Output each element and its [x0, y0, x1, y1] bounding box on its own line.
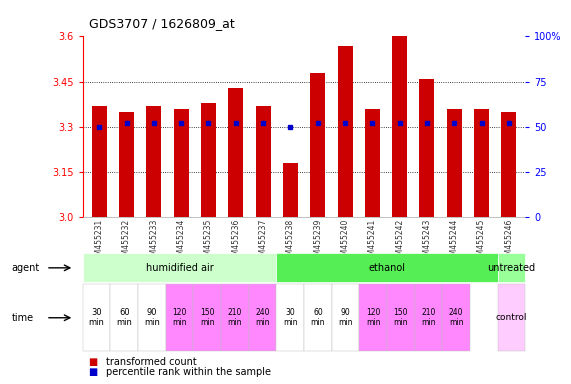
Text: 150
min: 150 min: [200, 308, 215, 328]
Text: time: time: [11, 313, 34, 323]
Bar: [310, 73, 325, 217]
Text: 210
min: 210 min: [421, 308, 436, 328]
Text: 90
min: 90 min: [144, 308, 160, 328]
Text: 120
min: 120 min: [366, 308, 380, 328]
Text: agent: agent: [11, 263, 39, 273]
Text: 30
min: 30 min: [89, 308, 104, 328]
Text: 240
min: 240 min: [449, 308, 464, 328]
Text: percentile rank within the sample: percentile rank within the sample: [106, 367, 271, 377]
Text: ■: ■: [89, 357, 98, 367]
Bar: [420, 79, 435, 217]
Text: 90
min: 90 min: [338, 308, 353, 328]
Text: humidified air: humidified air: [146, 263, 214, 273]
Bar: [501, 112, 516, 217]
Text: untreated: untreated: [488, 263, 536, 273]
Text: GDS3707 / 1626809_at: GDS3707 / 1626809_at: [89, 17, 234, 30]
Text: 240
min: 240 min: [255, 308, 270, 328]
Bar: [474, 109, 489, 217]
Bar: [146, 106, 162, 217]
Bar: [201, 103, 216, 217]
Text: 60
min: 60 min: [116, 308, 132, 328]
Bar: [92, 106, 107, 217]
Bar: [365, 109, 380, 217]
Text: 30
min: 30 min: [283, 308, 297, 328]
Text: ■: ■: [89, 367, 98, 377]
Bar: [256, 106, 271, 217]
Text: transformed count: transformed count: [106, 357, 196, 367]
Text: 60
min: 60 min: [311, 308, 325, 328]
Bar: [283, 163, 298, 217]
Bar: [174, 109, 188, 217]
Text: 210
min: 210 min: [228, 308, 242, 328]
Bar: [337, 46, 352, 217]
Text: ethanol: ethanol: [368, 263, 405, 273]
Text: 120
min: 120 min: [172, 308, 187, 328]
Text: 150
min: 150 min: [393, 308, 408, 328]
Bar: [228, 88, 243, 217]
Bar: [447, 109, 462, 217]
Bar: [392, 36, 407, 217]
Bar: [119, 112, 134, 217]
Text: control: control: [496, 313, 527, 322]
